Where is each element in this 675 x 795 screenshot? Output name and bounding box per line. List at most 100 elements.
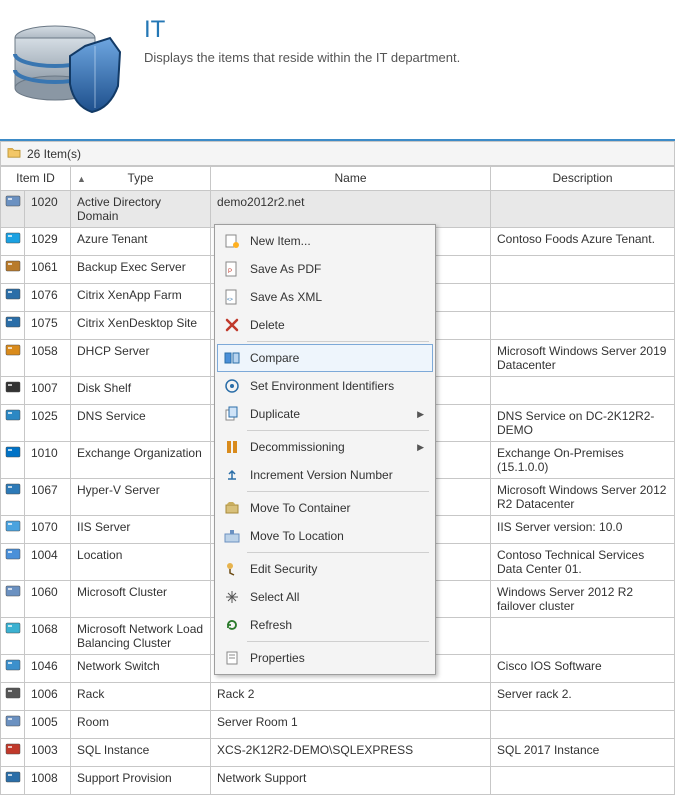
row-type: Room — [71, 711, 211, 739]
menu-item-label: Save As XML — [250, 290, 322, 304]
row-type: Azure Tenant — [71, 228, 211, 256]
menu-item-label: Edit Security — [250, 562, 317, 576]
row-type-icon — [1, 544, 25, 581]
decom-icon — [224, 439, 240, 455]
row-type: Microsoft Cluster — [71, 581, 211, 618]
row-type: Microsoft Network Load Balancing Cluster — [71, 618, 211, 655]
menu-item-pdf[interactable]: P Save As PDF — [217, 255, 433, 283]
submenu-arrow-icon: ▶ — [417, 409, 424, 420]
menu-item-label: Set Environment Identifiers — [250, 379, 394, 393]
row-type: Location — [71, 544, 211, 581]
row-name: Server Room 1 — [211, 711, 491, 739]
menu-item-label: Properties — [250, 651, 305, 665]
menu-item-label: Save As PDF — [250, 262, 321, 276]
row-id: 1003 — [25, 739, 71, 767]
menu-item-decom[interactable]: Decommissioning▶ — [217, 433, 433, 461]
row-type: DHCP Server — [71, 340, 211, 377]
row-type-icon — [1, 767, 25, 795]
menu-item-env[interactable]: Set Environment Identifiers — [217, 372, 433, 400]
row-id: 1061 — [25, 256, 71, 284]
table-row[interactable]: 1020Active Directory Domaindemo2012r2.ne… — [1, 191, 675, 228]
row-type-icon — [1, 479, 25, 516]
selall-icon — [224, 589, 240, 605]
row-type-icon — [1, 739, 25, 767]
folder-icon — [7, 146, 21, 161]
row-name: Network Support — [211, 767, 491, 795]
page-title: IT — [144, 16, 460, 44]
row-description — [491, 711, 675, 739]
row-type-icon — [1, 683, 25, 711]
column-header-description[interactable]: Description — [491, 167, 675, 191]
row-id: 1060 — [25, 581, 71, 618]
row-description: IIS Server version: 10.0 — [491, 516, 675, 544]
row-type: Support Provision — [71, 767, 211, 795]
menu-separator — [247, 341, 429, 342]
menu-item-dup[interactable]: Duplicate▶ — [217, 400, 433, 428]
row-description: Microsoft Windows Server 2019 Datacenter — [491, 340, 675, 377]
compare-icon — [224, 350, 240, 366]
menu-item-sec[interactable]: Edit Security — [217, 555, 433, 583]
row-type-icon — [1, 405, 25, 442]
menu-item-inc[interactable]: Increment Version Number — [217, 461, 433, 489]
menu-item-compare[interactable]: Compare — [217, 344, 433, 372]
menu-item-new[interactable]: New Item... — [217, 227, 433, 255]
menu-item-movec[interactable]: Move To Container — [217, 494, 433, 522]
row-description — [491, 618, 675, 655]
menu-item-delete[interactable]: Delete — [217, 311, 433, 339]
menu-item-props[interactable]: Properties — [217, 644, 433, 672]
menu-item-label: New Item... — [250, 234, 311, 248]
menu-item-label: Select All — [250, 590, 299, 604]
menu-item-label: Move To Location — [250, 529, 344, 543]
row-type-icon — [1, 581, 25, 618]
row-name: demo2012r2.net — [211, 191, 491, 228]
row-type-icon — [1, 191, 25, 228]
pdf-icon: P — [224, 261, 240, 277]
submenu-arrow-icon: ▶ — [417, 442, 424, 453]
menu-item-selall[interactable]: Select All — [217, 583, 433, 611]
movec-icon — [224, 500, 240, 516]
menu-item-label: Compare — [250, 351, 299, 365]
item-count-text: 26 Item(s) — [27, 147, 81, 161]
row-id: 1010 — [25, 442, 71, 479]
column-header-id[interactable]: Item ID — [1, 167, 71, 191]
delete-icon — [224, 317, 240, 333]
row-description — [491, 191, 675, 228]
table-row[interactable]: 1003SQL InstanceXCS-2K12R2-DEMO\SQLEXPRE… — [1, 739, 675, 767]
row-type: Hyper-V Server — [71, 479, 211, 516]
row-description — [491, 284, 675, 312]
row-id: 1068 — [25, 618, 71, 655]
row-type: Citrix XenDesktop Site — [71, 312, 211, 340]
menu-item-refresh[interactable]: Refresh — [217, 611, 433, 639]
page-header: IT Displays the items that reside within… — [0, 0, 675, 139]
row-id: 1007 — [25, 377, 71, 405]
row-id: 1029 — [25, 228, 71, 256]
row-description — [491, 767, 675, 795]
column-header-type[interactable]: ▲ Type — [71, 167, 211, 191]
row-description: DNS Service on DC-2K12R2-DEMO — [491, 405, 675, 442]
row-type-icon — [1, 228, 25, 256]
row-description: Microsoft Windows Server 2012 R2 Datacen… — [491, 479, 675, 516]
row-id: 1004 — [25, 544, 71, 581]
row-type: DNS Service — [71, 405, 211, 442]
menu-separator — [247, 552, 429, 553]
table-row[interactable]: 1008Support ProvisionNetwork Support — [1, 767, 675, 795]
movel-icon — [224, 528, 240, 544]
row-id: 1006 — [25, 683, 71, 711]
table-row[interactable]: 1006RackRack 2Server rack 2. — [1, 683, 675, 711]
row-type: Citrix XenApp Farm — [71, 284, 211, 312]
row-description — [491, 256, 675, 284]
menu-separator — [247, 491, 429, 492]
row-description: Contoso Foods Azure Tenant. — [491, 228, 675, 256]
column-header-name[interactable]: Name — [211, 167, 491, 191]
menu-item-label: Refresh — [250, 618, 292, 632]
menu-item-movel[interactable]: Move To Location — [217, 522, 433, 550]
new-icon — [224, 233, 240, 249]
props-icon — [224, 650, 240, 666]
menu-item-xml[interactable]: <>Save As XML — [217, 283, 433, 311]
row-type-icon — [1, 516, 25, 544]
table-header-row: Item ID ▲ Type Name Description — [1, 167, 675, 191]
row-type-icon — [1, 377, 25, 405]
row-id: 1076 — [25, 284, 71, 312]
table-row[interactable]: 1005RoomServer Room 1 — [1, 711, 675, 739]
env-icon — [224, 378, 240, 394]
